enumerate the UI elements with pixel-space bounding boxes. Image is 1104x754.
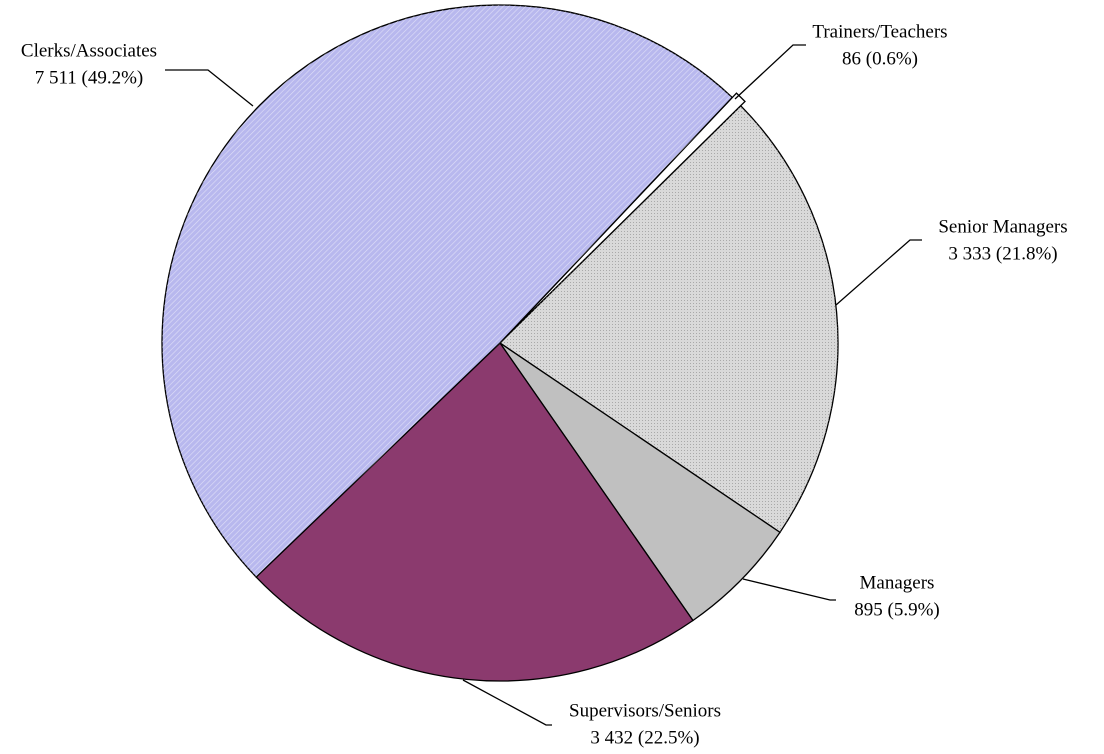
slice-value-label: 3 432 (22.5%) [590, 727, 699, 748]
slice-value-label: 3 333 (21.8%) [948, 243, 1057, 264]
leader-line [835, 239, 922, 306]
slice-value-label: 895 (5.9%) [854, 599, 939, 620]
leader-line [742, 578, 836, 601]
slice-label: Trainers/Teachers [812, 21, 947, 42]
slice-value-label: 86 (0.6%) [842, 48, 918, 69]
slice [499, 342, 781, 622]
slice-label: Senior Managers [938, 216, 1067, 237]
leader-line [734, 44, 806, 100]
labels: Trainers/Teachers 86 (0.6%) Senior Manager… [21, 21, 1068, 748]
slice-texture [161, 4, 733, 578]
slice-value-label: 7 511 (49.2%) [35, 67, 144, 88]
slice [503, 92, 746, 340]
slice-label: Clerks/Associates [21, 40, 157, 61]
slice-label: Managers [860, 572, 935, 593]
leader-line [462, 679, 552, 726]
slice-label: Supervisors/Seniors [569, 700, 721, 721]
slice [255, 342, 694, 682]
leader-line [165, 69, 254, 107]
slice-texture [500, 105, 838, 533]
slices [161, 4, 839, 682]
